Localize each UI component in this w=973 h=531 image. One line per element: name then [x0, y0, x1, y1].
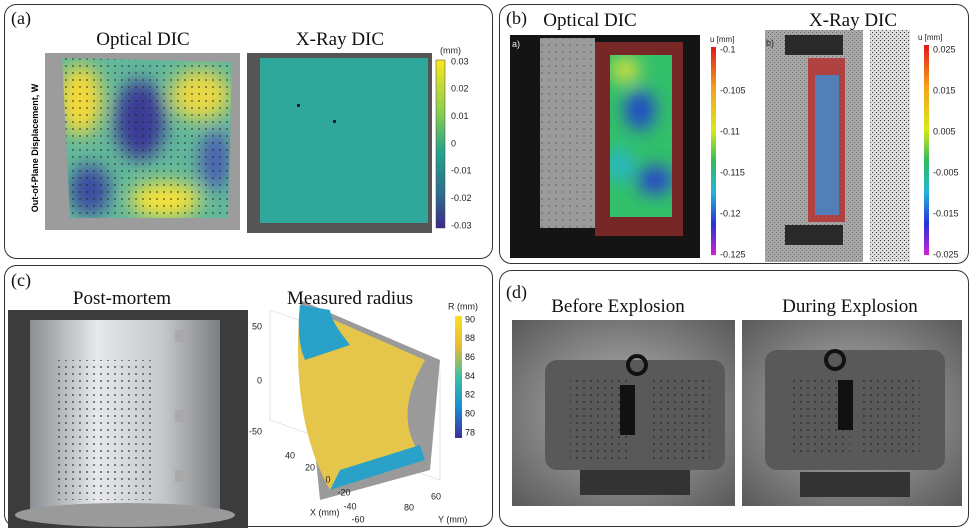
xray-during: [742, 320, 962, 506]
colorbar-tick-label: 82: [465, 390, 475, 400]
colorbar-tick-label: -0.11: [720, 126, 740, 136]
colorbar-tick-label: -0.105: [720, 85, 746, 95]
colorbar-tick-label: 0.03: [451, 56, 469, 66]
xray-dic-map: [247, 53, 432, 233]
colorbar-tick-label: 0.025: [933, 44, 956, 54]
colorbar-title: (mm): [440, 45, 461, 55]
colorbar-tick-label: -0.02: [451, 193, 472, 203]
colorbar-tick-label: 86: [465, 352, 475, 362]
colorbar-tick-label: -0.12: [720, 208, 741, 218]
figure: (a) Optical DIC X-Ray DIC Out-of-Plane D…: [0, 0, 973, 531]
panel-title: During Explosion: [782, 296, 918, 317]
colorbar: [436, 60, 445, 228]
radius-3d-plot: [270, 300, 440, 500]
y-tick-label: 80: [404, 502, 414, 512]
colorbar-tick-label: 0.005: [933, 126, 956, 136]
panel-title: Post-mortem: [73, 288, 171, 309]
colorbar-tick-label: -0.1: [720, 44, 736, 54]
colorbar-tick-label: 80: [465, 409, 475, 419]
z-tick-label: 50: [252, 321, 262, 331]
colorbar-tick-label: 0: [451, 138, 456, 148]
x-tick-label: -40: [343, 501, 356, 511]
x-axis-label: X (mm): [310, 507, 340, 517]
panel-label: (d): [506, 282, 527, 303]
x-tick-label: -60: [351, 514, 364, 524]
y-axis-label: Y (mm): [438, 514, 467, 524]
optical-dic-image: [510, 35, 700, 258]
inset-label: b): [766, 38, 774, 48]
colorbar-tick-label: -0.115: [720, 167, 745, 177]
panel-title: X-Ray DIC: [296, 29, 384, 50]
colorbar-title: u [mm]: [918, 33, 942, 42]
colorbar-tick-label: 84: [465, 371, 475, 381]
colorbar-tick-label: -0.005: [933, 167, 959, 177]
colorbar-tick-label: -0.01: [451, 166, 472, 176]
y-tick-label: 60: [431, 491, 441, 501]
colorbar-tick-label: 90: [465, 314, 475, 324]
y-axis-label: Out-of-Plane Displacement, W: [30, 83, 40, 212]
x-tick-label: 0: [325, 474, 330, 484]
colorbar-title: u [mm]: [710, 35, 734, 44]
xray-before: [512, 320, 735, 506]
inset-label: a): [512, 39, 520, 49]
colorbar-tick-label: 0.02: [451, 84, 469, 94]
panel-title: Measured radius: [287, 288, 413, 309]
panel-title: Before Explosion: [551, 296, 685, 317]
optical-dic-map: [45, 53, 240, 230]
x-tick-label: -20: [337, 487, 350, 497]
z-tick-label: -50: [249, 426, 262, 436]
colorbar-tick-label: 0.01: [451, 111, 469, 121]
panel-title: X-Ray DIC: [809, 10, 897, 31]
colorbar-tick-label: 78: [465, 427, 475, 437]
panel-label: (c): [11, 270, 31, 291]
panel-title: Optical DIC: [543, 10, 636, 31]
panel-label: (b): [506, 8, 527, 29]
colorbar-tick-label: -0.125: [720, 249, 746, 259]
panel-label: (a): [11, 8, 31, 29]
post-mortem-photo: [8, 310, 248, 528]
x-tick-label: 20: [305, 462, 315, 472]
z-tick-label: 0: [257, 375, 262, 385]
panel-title: Optical DIC: [96, 29, 189, 50]
colorbar: [711, 47, 716, 255]
xray-dic-image: [765, 30, 910, 262]
colorbar-tick-label: -0.015: [933, 208, 959, 218]
x-tick-label: 40: [285, 450, 295, 460]
colorbar-title: R (mm): [448, 301, 478, 311]
colorbar-tick-label: -0.025: [933, 249, 959, 259]
colorbar-tick-label: 88: [465, 333, 475, 343]
colorbar: [455, 316, 462, 438]
colorbar-tick-label: 0.015: [933, 85, 956, 95]
colorbar: [924, 45, 929, 255]
colorbar-tick-label: -0.03: [451, 220, 472, 230]
